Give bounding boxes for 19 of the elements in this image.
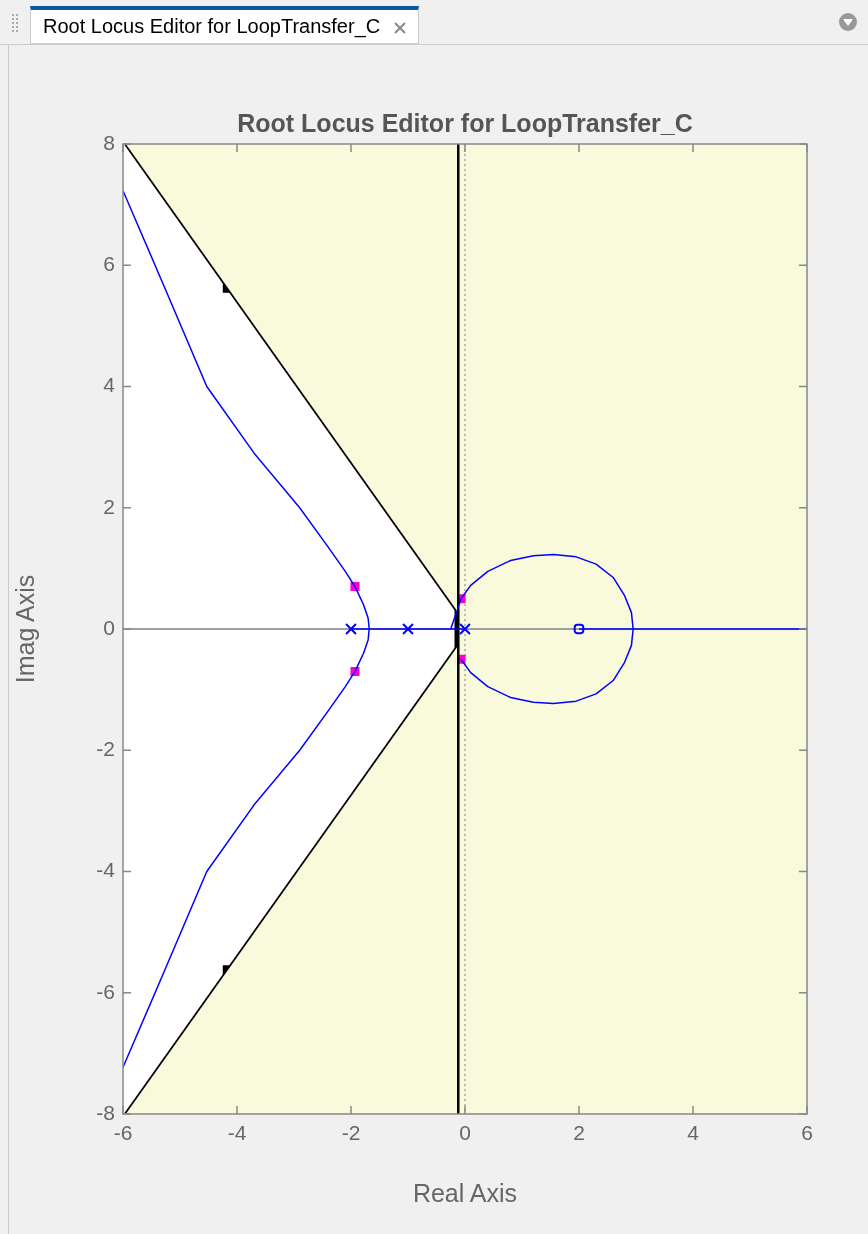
x-tick-label: 6 [801,1121,813,1145]
y-tick-label: 4 [103,373,116,397]
x-tick-label: -2 [341,1121,361,1145]
chart-title: Root Locus Editor for LoopTransfer_C [237,109,693,138]
x-tick-label: -4 [227,1121,247,1145]
y-axis-title: Imag Axis [10,574,39,684]
x-axis-title: Real Axis [412,1178,518,1207]
y-tick-label: -2 [96,737,115,761]
y-tick-label: 6 [103,252,115,276]
y-tick-label: -6 [96,979,115,1003]
y-tick-label: 8 [103,130,115,154]
y-tick-label: -4 [96,858,116,882]
y-tick-label: -8 [96,1100,115,1124]
x-tick-label: 0 [459,1121,471,1145]
x-tick-label: 2 [573,1121,585,1145]
text: Root Locus Editor for LoopTransfer_C [43,15,381,37]
y-tick-label: 0 [103,615,115,639]
x-tick-label: 4 [687,1121,700,1145]
y-tick-label: 2 [103,494,115,518]
